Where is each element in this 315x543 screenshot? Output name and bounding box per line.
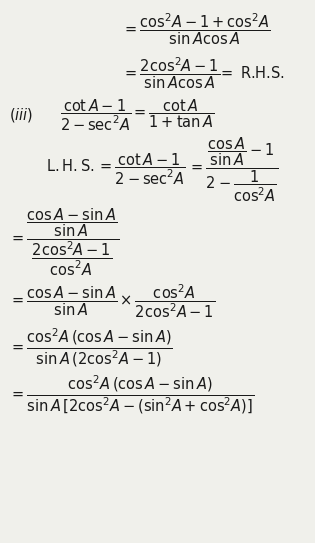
Text: $=\dfrac{\cos^2\!A-1+\cos^2\!A}{\sin A\cos A}$: $=\dfrac{\cos^2\!A-1+\cos^2\!A}{\sin A\c… <box>123 12 271 47</box>
Text: $=\dfrac{\dfrac{\cos A}{\sin A}-1}{2-\dfrac{1}{\cos^2\!A}}$: $=\dfrac{\dfrac{\cos A}{\sin A}-1}{2-\df… <box>188 135 279 204</box>
Text: $\mathrm{L.H.S.}=\dfrac{\cot A-1}{2-\sec^2\!A}$: $\mathrm{L.H.S.}=\dfrac{\cot A-1}{2-\sec… <box>46 151 186 187</box>
Text: $=\dfrac{2\cos^2\!A-1}{\sin A\cos A}\!=$ R.H.S.: $=\dfrac{2\cos^2\!A-1}{\sin A\cos A}\!=$… <box>123 56 285 91</box>
Text: $(iii)$: $(iii)$ <box>9 106 34 124</box>
Text: $=\dfrac{\cos^2\!A\,(\cos A-\sin A)}{\sin A\,[2\cos^2\!A-(\sin^2\!A+\cos^2\!A)]}: $=\dfrac{\cos^2\!A\,(\cos A-\sin A)}{\si… <box>9 374 255 416</box>
Text: $=\dfrac{\cos A-\sin A}{\sin A}\times\dfrac{\cos^2\!A}{2\cos^2\!A-1}$: $=\dfrac{\cos A-\sin A}{\sin A}\times\df… <box>9 282 216 320</box>
Text: $=\dfrac{\dfrac{\cos A-\sin A}{\sin A}}{\dfrac{2\cos^2\!A-1}{\cos^2\!A}}$: $=\dfrac{\dfrac{\cos A-\sin A}{\sin A}}{… <box>9 207 119 278</box>
Text: $=\dfrac{\cos^2\!A\,(\cos A-\sin A)}{\sin A\,(2\cos^2\!A-1)}$: $=\dfrac{\cos^2\!A\,(\cos A-\sin A)}{\si… <box>9 326 173 369</box>
Text: $\dfrac{\cot A-1}{2-\sec^2\!A}=\dfrac{\cot A}{1+\tan A}$: $\dfrac{\cot A-1}{2-\sec^2\!A}=\dfrac{\c… <box>60 97 214 132</box>
